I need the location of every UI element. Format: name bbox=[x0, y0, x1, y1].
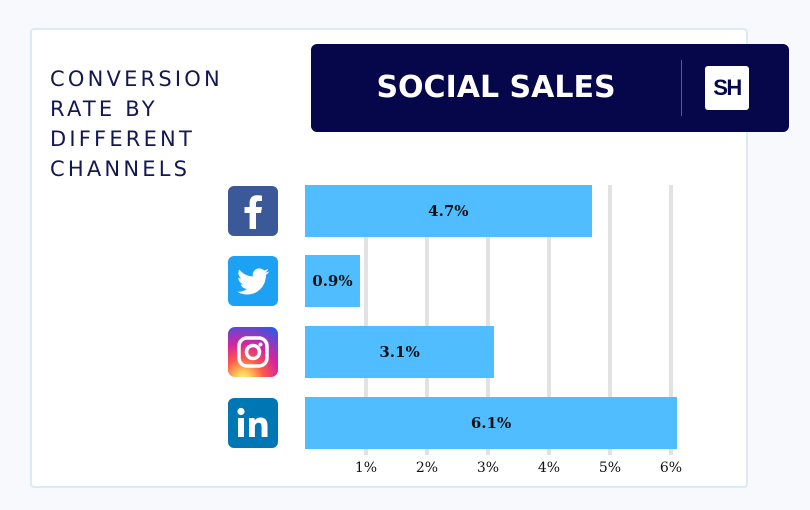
linkedin-icon bbox=[228, 398, 278, 448]
header-banner: SOCIAL SALES SH bbox=[311, 44, 789, 132]
bar-value-label: 0.9% bbox=[312, 272, 353, 290]
x-tick-label: 6% bbox=[659, 460, 683, 476]
gridline bbox=[486, 185, 490, 455]
chart-title: CONVERSION RATE BY DIFFERENT CHANNELS bbox=[50, 64, 290, 184]
chart-title-line: CHANNELS bbox=[50, 157, 191, 181]
twitter-icon bbox=[228, 256, 278, 306]
gridline bbox=[547, 185, 551, 455]
brand-logo: SH bbox=[705, 66, 749, 110]
bar-instagram bbox=[305, 326, 495, 378]
banner-title: SOCIAL SALES bbox=[376, 70, 616, 105]
chart-title-line: RATE BY bbox=[50, 97, 158, 121]
x-tick-label: 4% bbox=[537, 460, 561, 476]
x-tick-label: 2% bbox=[415, 460, 439, 476]
instagram-icon bbox=[228, 327, 278, 377]
bar-value-label: 6.1% bbox=[470, 414, 512, 432]
bar-value-label: 3.1% bbox=[379, 343, 420, 361]
chart-title-line: CONVERSION bbox=[50, 67, 223, 91]
bar-facebook bbox=[305, 185, 592, 237]
gridline bbox=[608, 185, 612, 455]
gridline bbox=[425, 185, 429, 455]
gridline bbox=[669, 185, 673, 455]
bar-chart-plot: 4.7% 0.9% 3.1% 6.1% bbox=[305, 185, 710, 455]
bar-linkedin bbox=[305, 397, 678, 449]
chart-title-line: DIFFERENT bbox=[50, 127, 195, 151]
x-tick-label: 5% bbox=[598, 460, 622, 476]
gridline bbox=[364, 185, 368, 455]
banner-divider bbox=[681, 60, 682, 116]
facebook-icon bbox=[228, 186, 278, 236]
x-tick-label: 1% bbox=[354, 460, 378, 476]
bar-twitter bbox=[305, 255, 360, 307]
bar-value-label: 4.7% bbox=[428, 202, 469, 220]
x-tick-label: 3% bbox=[476, 460, 500, 476]
